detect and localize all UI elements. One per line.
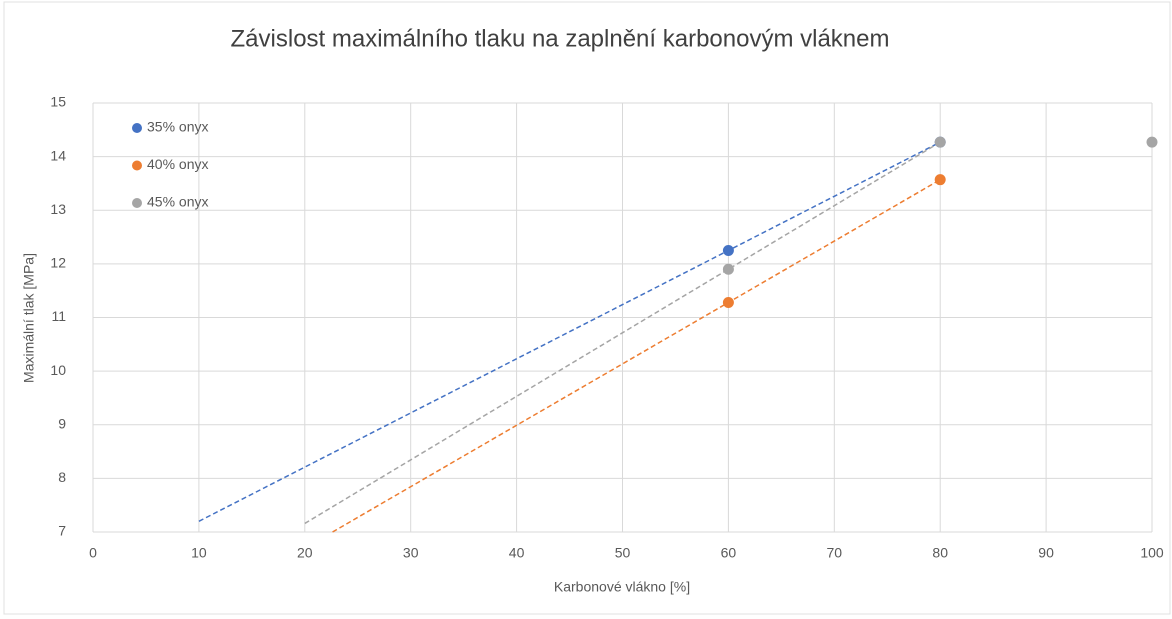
trendline xyxy=(198,141,941,522)
y-tick-label: 7 xyxy=(58,523,66,539)
legend-marker xyxy=(132,160,142,171)
data-point xyxy=(722,244,734,256)
x-tick-label: 80 xyxy=(932,545,948,561)
y-tick-label: 8 xyxy=(58,469,66,485)
x-tick-label: 50 xyxy=(615,545,631,561)
y-tick-label: 15 xyxy=(50,94,66,110)
data-point xyxy=(722,263,734,275)
x-tick-label: 0 xyxy=(89,545,97,561)
x-tick-label: 100 xyxy=(1140,545,1164,561)
legend-marker xyxy=(132,123,142,133)
chart-title: Závislost maximálního tlaku na zaplnění … xyxy=(231,25,890,52)
y-axis-label: Maximální tlak [MPa] xyxy=(21,253,37,383)
y-tick-label: 10 xyxy=(50,362,66,378)
trendline xyxy=(304,141,941,525)
legend-label: 45% onyx xyxy=(147,194,208,210)
x-tick-label: 10 xyxy=(191,545,207,561)
trendline xyxy=(332,179,941,533)
legend-label: 35% onyx xyxy=(147,119,208,135)
data-point xyxy=(934,136,946,148)
legend-label: 40% onyx xyxy=(147,156,208,172)
y-tick-label: 12 xyxy=(50,255,66,271)
x-tick-label: 70 xyxy=(827,545,843,561)
x-tick-label: 60 xyxy=(721,545,737,561)
legend-marker xyxy=(132,198,142,208)
y-tick-label: 9 xyxy=(58,415,66,431)
x-tick-label: 30 xyxy=(403,545,419,561)
x-axis-label: Karbonové vlákno [%] xyxy=(554,579,690,595)
x-tick-label: 90 xyxy=(1038,545,1054,561)
data-point xyxy=(1146,136,1158,148)
data-point xyxy=(934,174,946,186)
y-tick-label: 11 xyxy=(51,308,66,324)
y-tick-label: 14 xyxy=(50,147,66,163)
y-tick-label: 13 xyxy=(50,201,66,217)
x-tick-label: 20 xyxy=(297,545,313,561)
chart-frame xyxy=(3,1,1171,615)
data-point xyxy=(722,296,734,308)
x-tick-label: 40 xyxy=(509,545,525,561)
